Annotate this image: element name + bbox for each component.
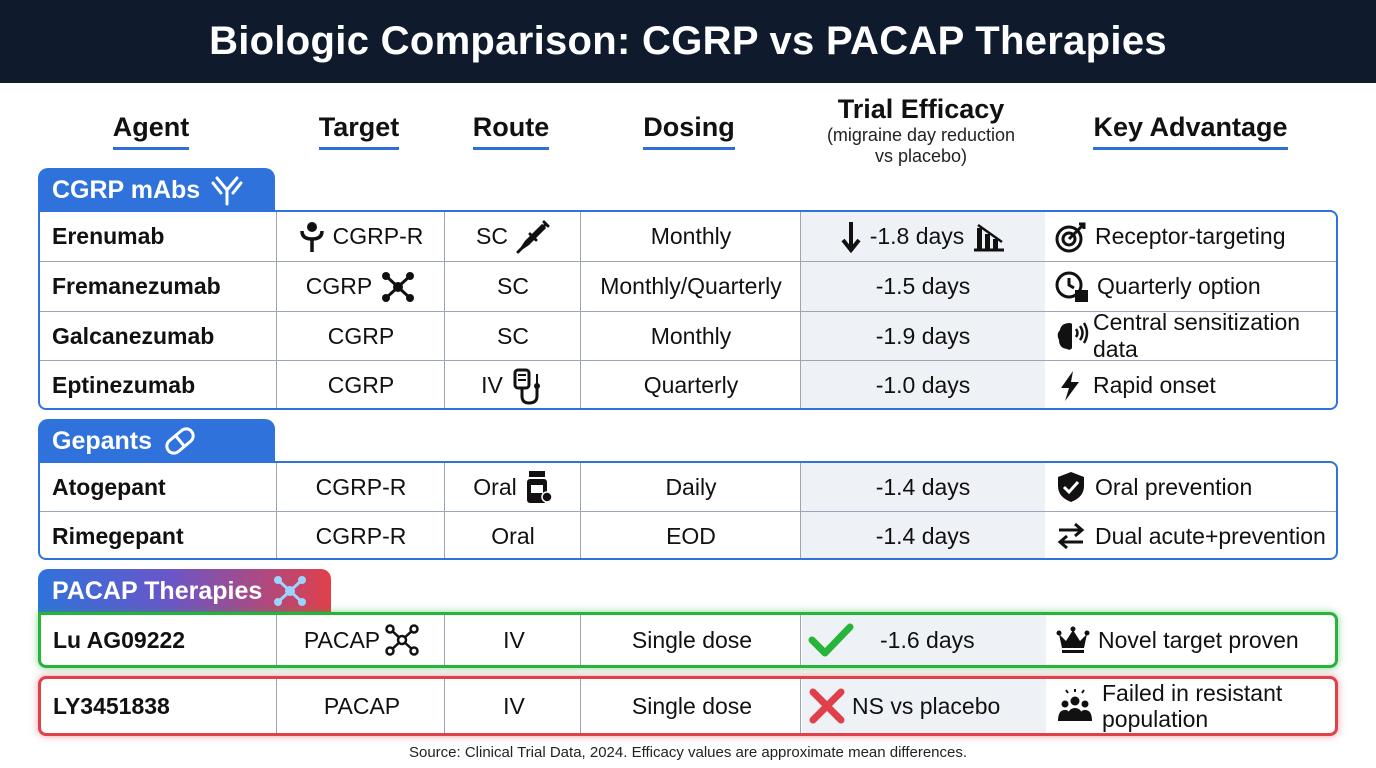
crown-icon xyxy=(1056,626,1090,654)
route-cell: Oral xyxy=(491,522,535,549)
efficacy-cell: -1.4 days xyxy=(801,463,1045,511)
target-cell: CGRP xyxy=(277,262,445,311)
pill-bottle-icon xyxy=(525,469,553,505)
target-cell: CGRP-R xyxy=(277,212,445,261)
lightning-icon xyxy=(1055,369,1085,403)
efficacy-cell: NS vs placebo xyxy=(802,679,1046,733)
route-cell: SC xyxy=(445,212,581,261)
target-cell: CGRP-R xyxy=(315,522,407,549)
table-row: Rimegepant CGRP-R Oral EOD -1.4 days Dua… xyxy=(40,512,1336,558)
table-row: Eptinezumab CGRP IV Quarterly -1.0 days … xyxy=(40,361,1336,408)
efficacy-cell: -1.9 days xyxy=(801,312,1045,360)
agent-name: Rimegepant xyxy=(52,522,184,549)
agent-name: Eptinezumab xyxy=(52,372,196,398)
people-group-icon xyxy=(1056,689,1094,723)
group-tab-pacap: PACAP Therapies xyxy=(38,569,331,613)
agent-name: Erenumab xyxy=(52,223,165,249)
col-header-target: Target xyxy=(275,112,443,150)
pacap-row-success: Lu AG09222 PACAP IV Single dose -1.6 day… xyxy=(38,612,1338,668)
dosing-cell: Monthly/Quarterly xyxy=(600,273,782,299)
bar-chart-decline-icon xyxy=(972,222,1006,252)
agent-name: Fremanezumab xyxy=(52,273,221,299)
route-cell: IV xyxy=(503,692,525,719)
efficacy-subtitle-2: vs placebo) xyxy=(874,146,968,166)
col-header-dosing: Dosing xyxy=(579,112,799,150)
target-cell: CGRP-R xyxy=(315,473,407,500)
group-tab-gepants: Gepants xyxy=(38,419,275,463)
table-row: LY3451838 PACAP IV Single dose NS vs pla… xyxy=(41,679,1335,733)
route-cell: SC xyxy=(497,322,529,349)
cross-icon xyxy=(808,688,846,724)
group-tab-cgrp: CGRP mAbs xyxy=(38,168,275,212)
receptor-icon xyxy=(299,221,325,253)
swap-arrows-icon xyxy=(1055,522,1087,550)
advantage-text: Failed in resistant population xyxy=(1102,680,1283,732)
agent-name: Lu AG09222 xyxy=(53,626,186,653)
source-footnote: Source: Clinical Trial Data, 2024. Effic… xyxy=(408,744,968,761)
group-cgrp-table: Erenumab CGRP-R SC Monthly -1.8 days Rec… xyxy=(38,210,1338,410)
syringe-icon xyxy=(516,220,550,254)
dosing-cell: Monthly xyxy=(650,322,732,349)
pacap-row-failed: LY3451838 PACAP IV Single dose NS vs pla… xyxy=(38,676,1338,736)
col-header-route: Route xyxy=(443,112,579,150)
shield-check-icon xyxy=(1055,470,1087,504)
title-bar: Biologic Comparison: CGRP vs PACAP Thera… xyxy=(0,0,1376,83)
clock-calendar-icon xyxy=(1055,271,1089,303)
dosing-cell: Single dose xyxy=(631,626,753,653)
target-bullseye-icon xyxy=(1055,221,1087,253)
col-header-advantage: Key Advantage xyxy=(1043,112,1338,150)
col-header-agent: Agent xyxy=(38,112,264,150)
efficacy-subtitle-1: (migraine day reduction xyxy=(826,125,1016,145)
table-row: Erenumab CGRP-R SC Monthly -1.8 days Rec… xyxy=(40,212,1336,261)
table-row: Atogepant CGRP-R Oral Daily -1.4 days Or… xyxy=(40,463,1336,511)
advantage-cell: Dual acute+prevention xyxy=(1045,512,1336,558)
target-cell: CGRP xyxy=(327,322,395,349)
molecule-icon xyxy=(384,623,420,657)
target-cell: CGRP xyxy=(327,372,395,398)
col-header-efficacy: Trial Efficacy (migraine day reduction v… xyxy=(799,94,1043,167)
advantage-cell: Receptor-targeting xyxy=(1045,212,1336,261)
molecule-icon xyxy=(274,576,307,606)
agent-name: Atogepant xyxy=(52,473,166,500)
efficacy-cell: -1.4 days xyxy=(801,512,1045,558)
antibody-icon xyxy=(211,176,243,206)
advantage-cell: Oral prevention xyxy=(1045,463,1336,511)
dosing-cell: Quarterly xyxy=(643,372,739,398)
advantage-cell: Central sensitization data xyxy=(1045,309,1336,362)
route-cell: IV xyxy=(445,361,581,408)
dosing-cell: Single dose xyxy=(631,692,753,719)
efficacy-cell: -1.8 days xyxy=(801,212,1045,261)
group-gepants-table: Atogepant CGRP-R Oral Daily -1.4 days Or… xyxy=(38,461,1338,560)
target-cell: PACAP xyxy=(278,615,446,665)
dosing-cell: Daily xyxy=(665,473,717,500)
route-cell: SC xyxy=(497,273,529,299)
agent-name: LY3451838 xyxy=(53,692,170,719)
iv-bag-icon xyxy=(511,366,545,406)
dosing-cell: EOD xyxy=(666,522,716,549)
arrow-down-icon xyxy=(840,220,862,254)
efficacy-cell: -1.6 days xyxy=(802,615,1046,665)
table-row: Galcanezumab CGRP SC Monthly -1.9 days C… xyxy=(40,309,1336,362)
efficacy-cell: -1.5 days xyxy=(801,262,1045,311)
molecule-icon xyxy=(380,270,416,304)
checkmark-icon xyxy=(808,622,854,658)
advantage-cell: Rapid onset xyxy=(1045,361,1336,408)
table-row: Lu AG09222 PACAP IV Single dose -1.6 day… xyxy=(41,615,1335,665)
dosing-cell: Monthly xyxy=(650,223,732,249)
brain-icon xyxy=(1055,319,1089,353)
page-title: Biologic Comparison: CGRP vs PACAP Thera… xyxy=(209,19,1167,63)
agent-name: Galcanezumab xyxy=(52,322,215,349)
target-cell: PACAP xyxy=(323,692,401,719)
advantage-cell: Novel target proven xyxy=(1046,615,1335,665)
route-cell: IV xyxy=(503,626,525,653)
advantage-cell: Failed in resistant population xyxy=(1046,679,1335,733)
table-row: Fremanezumab CGRP SC Monthly/Quarterly -… xyxy=(40,262,1336,311)
advantage-cell: Quarterly option xyxy=(1045,262,1336,311)
pill-icon xyxy=(165,427,195,455)
route-cell: Oral xyxy=(445,463,581,511)
efficacy-cell: -1.0 days xyxy=(801,361,1045,408)
